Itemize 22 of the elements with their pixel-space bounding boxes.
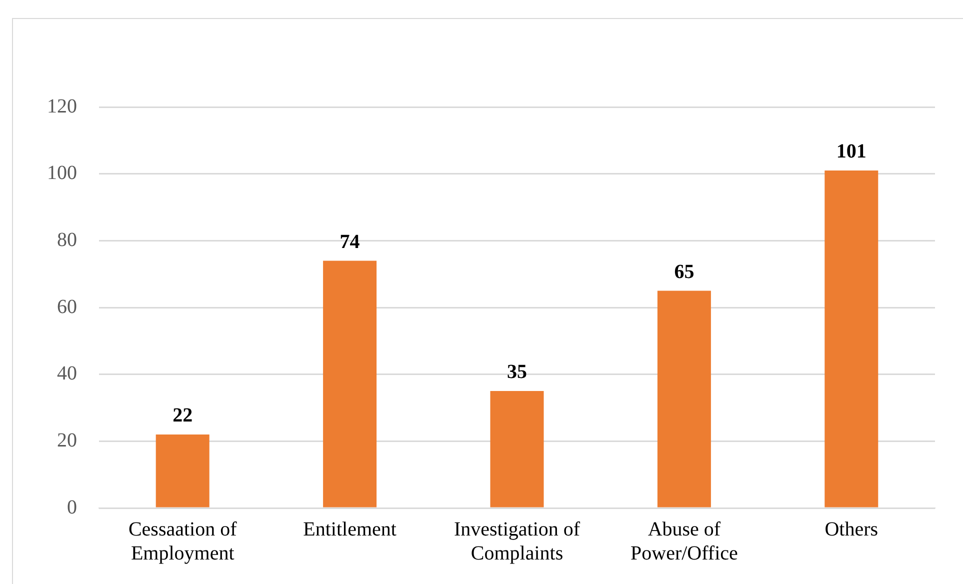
x-tick-label: Entitlement <box>303 518 397 540</box>
bar <box>657 290 711 508</box>
y-tick-label: 40 <box>57 362 77 385</box>
x-tick-label: Others <box>824 518 878 540</box>
y-tick-label: 80 <box>57 228 77 251</box>
data-label: 35 <box>507 361 527 384</box>
y-tick-label: 60 <box>57 296 77 318</box>
y-tick-label: 20 <box>57 429 77 452</box>
y-tick-label: 0 <box>67 496 77 518</box>
data-label: 65 <box>674 260 694 283</box>
bar <box>323 260 377 508</box>
bar <box>490 391 544 508</box>
x-tick-label: Abuse of Power/Office <box>630 518 738 564</box>
y-tick-label: 120 <box>47 95 77 118</box>
data-label: 74 <box>340 230 360 253</box>
data-label: 22 <box>172 404 193 427</box>
bar <box>156 434 210 508</box>
x-tick-label: Cessaation of Employment <box>128 518 238 564</box>
x-tick-label: Investigation of Complaints <box>454 518 580 564</box>
y-tick-label: 100 <box>47 162 77 184</box>
bar <box>824 170 878 508</box>
data-label: 101 <box>836 140 866 163</box>
